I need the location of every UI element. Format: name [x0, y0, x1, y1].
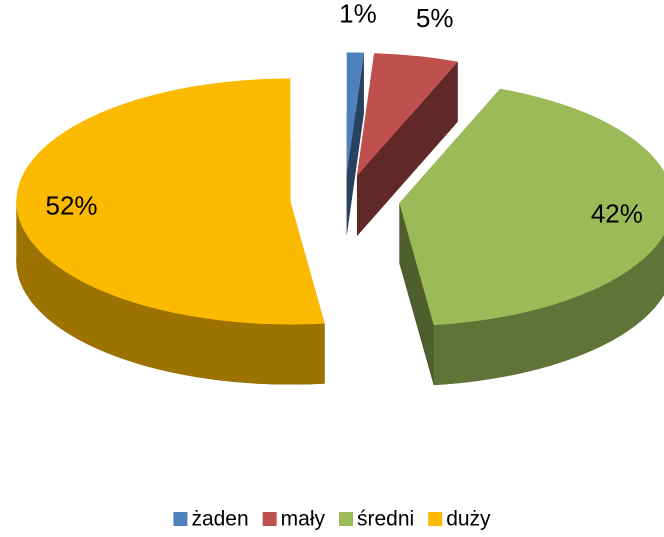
legend-label: żaden — [191, 508, 248, 531]
slice-top — [356, 53, 458, 176]
data-label: 5% — [416, 3, 454, 33]
legend-swatch — [339, 512, 353, 526]
legend-swatch — [428, 512, 443, 526]
slice — [399, 88, 664, 386]
slice-top — [16, 78, 325, 325]
data-label: 42% — [591, 198, 643, 228]
legend-label: duży — [446, 508, 491, 531]
data-label: 1% — [339, 0, 377, 28]
slice-outer-side — [433, 234, 664, 386]
slice — [346, 52, 364, 236]
legend: żaden mały średni duży — [173, 508, 491, 531]
slice-top — [399, 88, 664, 326]
slice-cut-side — [356, 61, 458, 236]
slice-outer-side — [16, 201, 325, 385]
slice-cut-side — [399, 203, 434, 386]
data-label: 52% — [46, 191, 98, 221]
legend-label: średni — [357, 508, 414, 531]
slice — [16, 78, 325, 385]
legend-label: mały — [281, 508, 326, 531]
slice — [356, 53, 458, 236]
legend-swatch — [173, 512, 188, 526]
slice-top — [346, 52, 364, 176]
slice-cut-side — [346, 52, 364, 236]
legend-swatch — [262, 512, 277, 526]
